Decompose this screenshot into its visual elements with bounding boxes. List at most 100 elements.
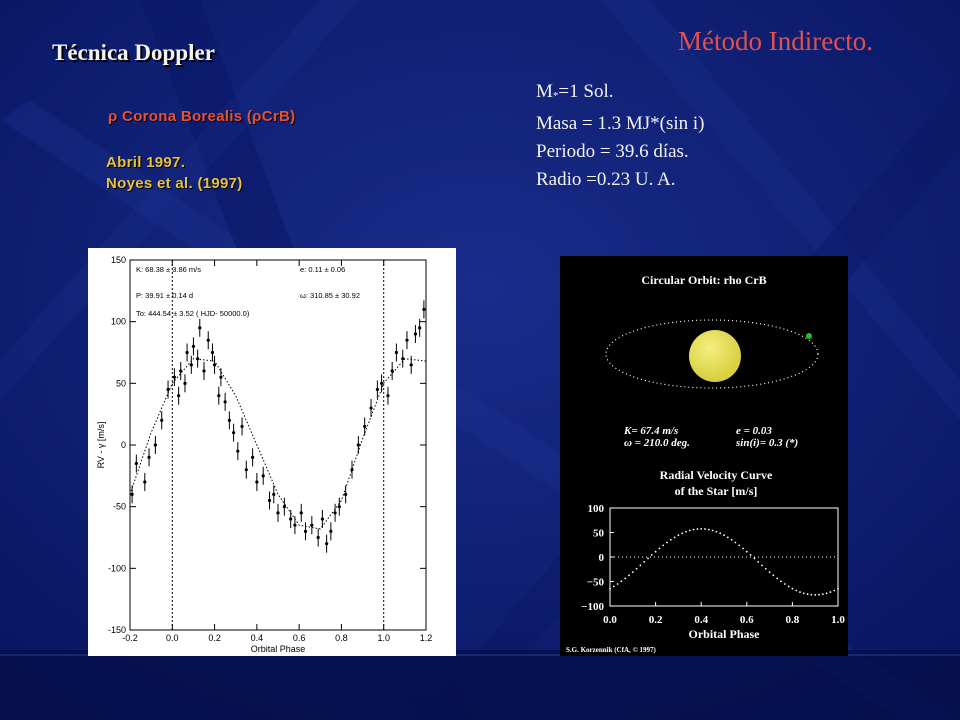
rv-curve-point — [745, 550, 748, 553]
point-marker — [289, 517, 293, 521]
data-point — [316, 528, 320, 547]
point-marker — [276, 511, 280, 515]
point-marker — [293, 523, 297, 527]
rv-curve-point — [666, 541, 668, 544]
data-point — [413, 325, 418, 343]
orbit-path — [605, 319, 819, 389]
rv-curve-point — [810, 593, 813, 596]
point-marker — [232, 431, 236, 435]
data-point — [401, 349, 405, 368]
annotation-p: P: 39.91 ± 0.14 d — [136, 291, 193, 300]
y-tick-label: 0 — [599, 552, 605, 564]
data-point — [356, 436, 360, 454]
rv-curve-point — [654, 550, 657, 553]
data-point — [202, 362, 206, 380]
x-tick-label: 1.0 — [377, 633, 390, 643]
rv-curve-point — [700, 527, 703, 530]
credit-text: S.G. Korzennik (CfA, © 1997) — [566, 646, 656, 654]
rv-curve-point — [738, 544, 741, 547]
orbit-simulation-panel: Circular Orbit: rho CrB K= 67.4 m/s e = 0.… — [560, 256, 848, 656]
data-point — [227, 411, 231, 430]
data-point — [210, 343, 215, 362]
param-sini: sin(i)= 0.3 (*) — [735, 437, 798, 449]
data-point — [232, 423, 236, 442]
data-point — [166, 380, 170, 399]
x-tick-label: 1.2 — [420, 633, 433, 643]
rv-data-plot: 150 100 50 0 -50 -100 -150 -0.2 0.0 0.2 0.4 0.6 0.8 1… — [88, 248, 456, 656]
point-marker — [223, 400, 227, 404]
x-tick-label: 0.8 — [335, 633, 348, 643]
data-point — [147, 448, 151, 467]
data-point — [198, 318, 202, 337]
rv-curve-point — [818, 593, 820, 596]
rv-curve-point — [821, 593, 824, 596]
y-axis-label: RV - γ [m/s] — [96, 422, 106, 469]
rv-curve-point — [673, 536, 676, 539]
data-point — [409, 355, 413, 374]
rv-curve-subtitle: of the Star [m/s] — [675, 484, 758, 498]
rv-curve-point — [677, 534, 680, 537]
data-point — [223, 392, 227, 411]
data-point — [320, 510, 324, 528]
rv-curve-point — [825, 592, 828, 595]
y-tick-label: 50 — [593, 528, 605, 540]
x-tick-label: -0.2 — [122, 633, 138, 643]
data-point — [255, 473, 259, 491]
rv-curve-point — [639, 564, 642, 567]
point-marker — [369, 406, 373, 410]
point-marker — [272, 492, 276, 496]
point-marker — [418, 326, 422, 330]
data-point — [251, 448, 255, 467]
data-point — [172, 368, 176, 387]
planet-icon — [806, 333, 812, 339]
data-point — [244, 460, 248, 479]
point-marker — [179, 369, 183, 373]
data-point — [333, 503, 337, 522]
y-tick-label: 50 — [116, 378, 126, 388]
data-point — [272, 485, 276, 504]
y-tick-label: −100 — [581, 601, 604, 613]
annotation-e: e: 0.11 ± 0.06 — [300, 265, 345, 274]
rv-curve-point — [742, 547, 744, 550]
data-point — [240, 417, 244, 436]
point-marker — [267, 498, 272, 503]
point-marker — [177, 394, 181, 398]
data-point — [337, 497, 341, 516]
star-name: ρ Corona Borealis (ρCrB) — [108, 108, 296, 125]
param-omega: ω = 210.0 deg. — [624, 437, 690, 449]
planet-mass-line: Masa = 1.3 MJ*(sin i) — [536, 113, 705, 134]
data-point — [189, 355, 193, 374]
data-point — [363, 417, 367, 436]
point-marker — [325, 542, 329, 546]
x-tick-label: 1.0 — [831, 614, 845, 626]
data-point — [196, 349, 200, 368]
rv-curve-point — [662, 544, 665, 547]
point-marker — [130, 492, 134, 496]
point-marker — [394, 350, 398, 355]
rv-curve-point — [772, 574, 775, 577]
point-marker — [422, 307, 426, 311]
point-marker — [210, 350, 215, 355]
rv-curve-point — [650, 554, 653, 556]
rv-curve-point — [631, 571, 634, 574]
point-marker — [299, 511, 303, 515]
point-marker — [405, 338, 409, 342]
point-marker — [191, 344, 196, 348]
data-point — [344, 485, 348, 504]
data-point — [177, 386, 181, 405]
point-marker — [206, 338, 210, 342]
rv-curve-point — [768, 571, 771, 574]
rv-curve-point — [643, 561, 646, 563]
point-marker — [185, 350, 189, 355]
point-marker — [329, 529, 333, 533]
rv-curve-point — [764, 567, 767, 570]
point-marker — [413, 332, 418, 336]
point-marker — [310, 523, 314, 527]
y-tick-label: −50 — [587, 577, 605, 589]
annotation-t0: To: 444.54 ± 3.52 ( HJD- 50000.0) — [136, 309, 250, 318]
point-marker — [386, 394, 390, 398]
rv-curve-point — [688, 529, 691, 532]
y-tick-label: 100 — [588, 503, 605, 515]
rv-curve-point — [799, 591, 801, 593]
star-icon — [689, 330, 741, 382]
